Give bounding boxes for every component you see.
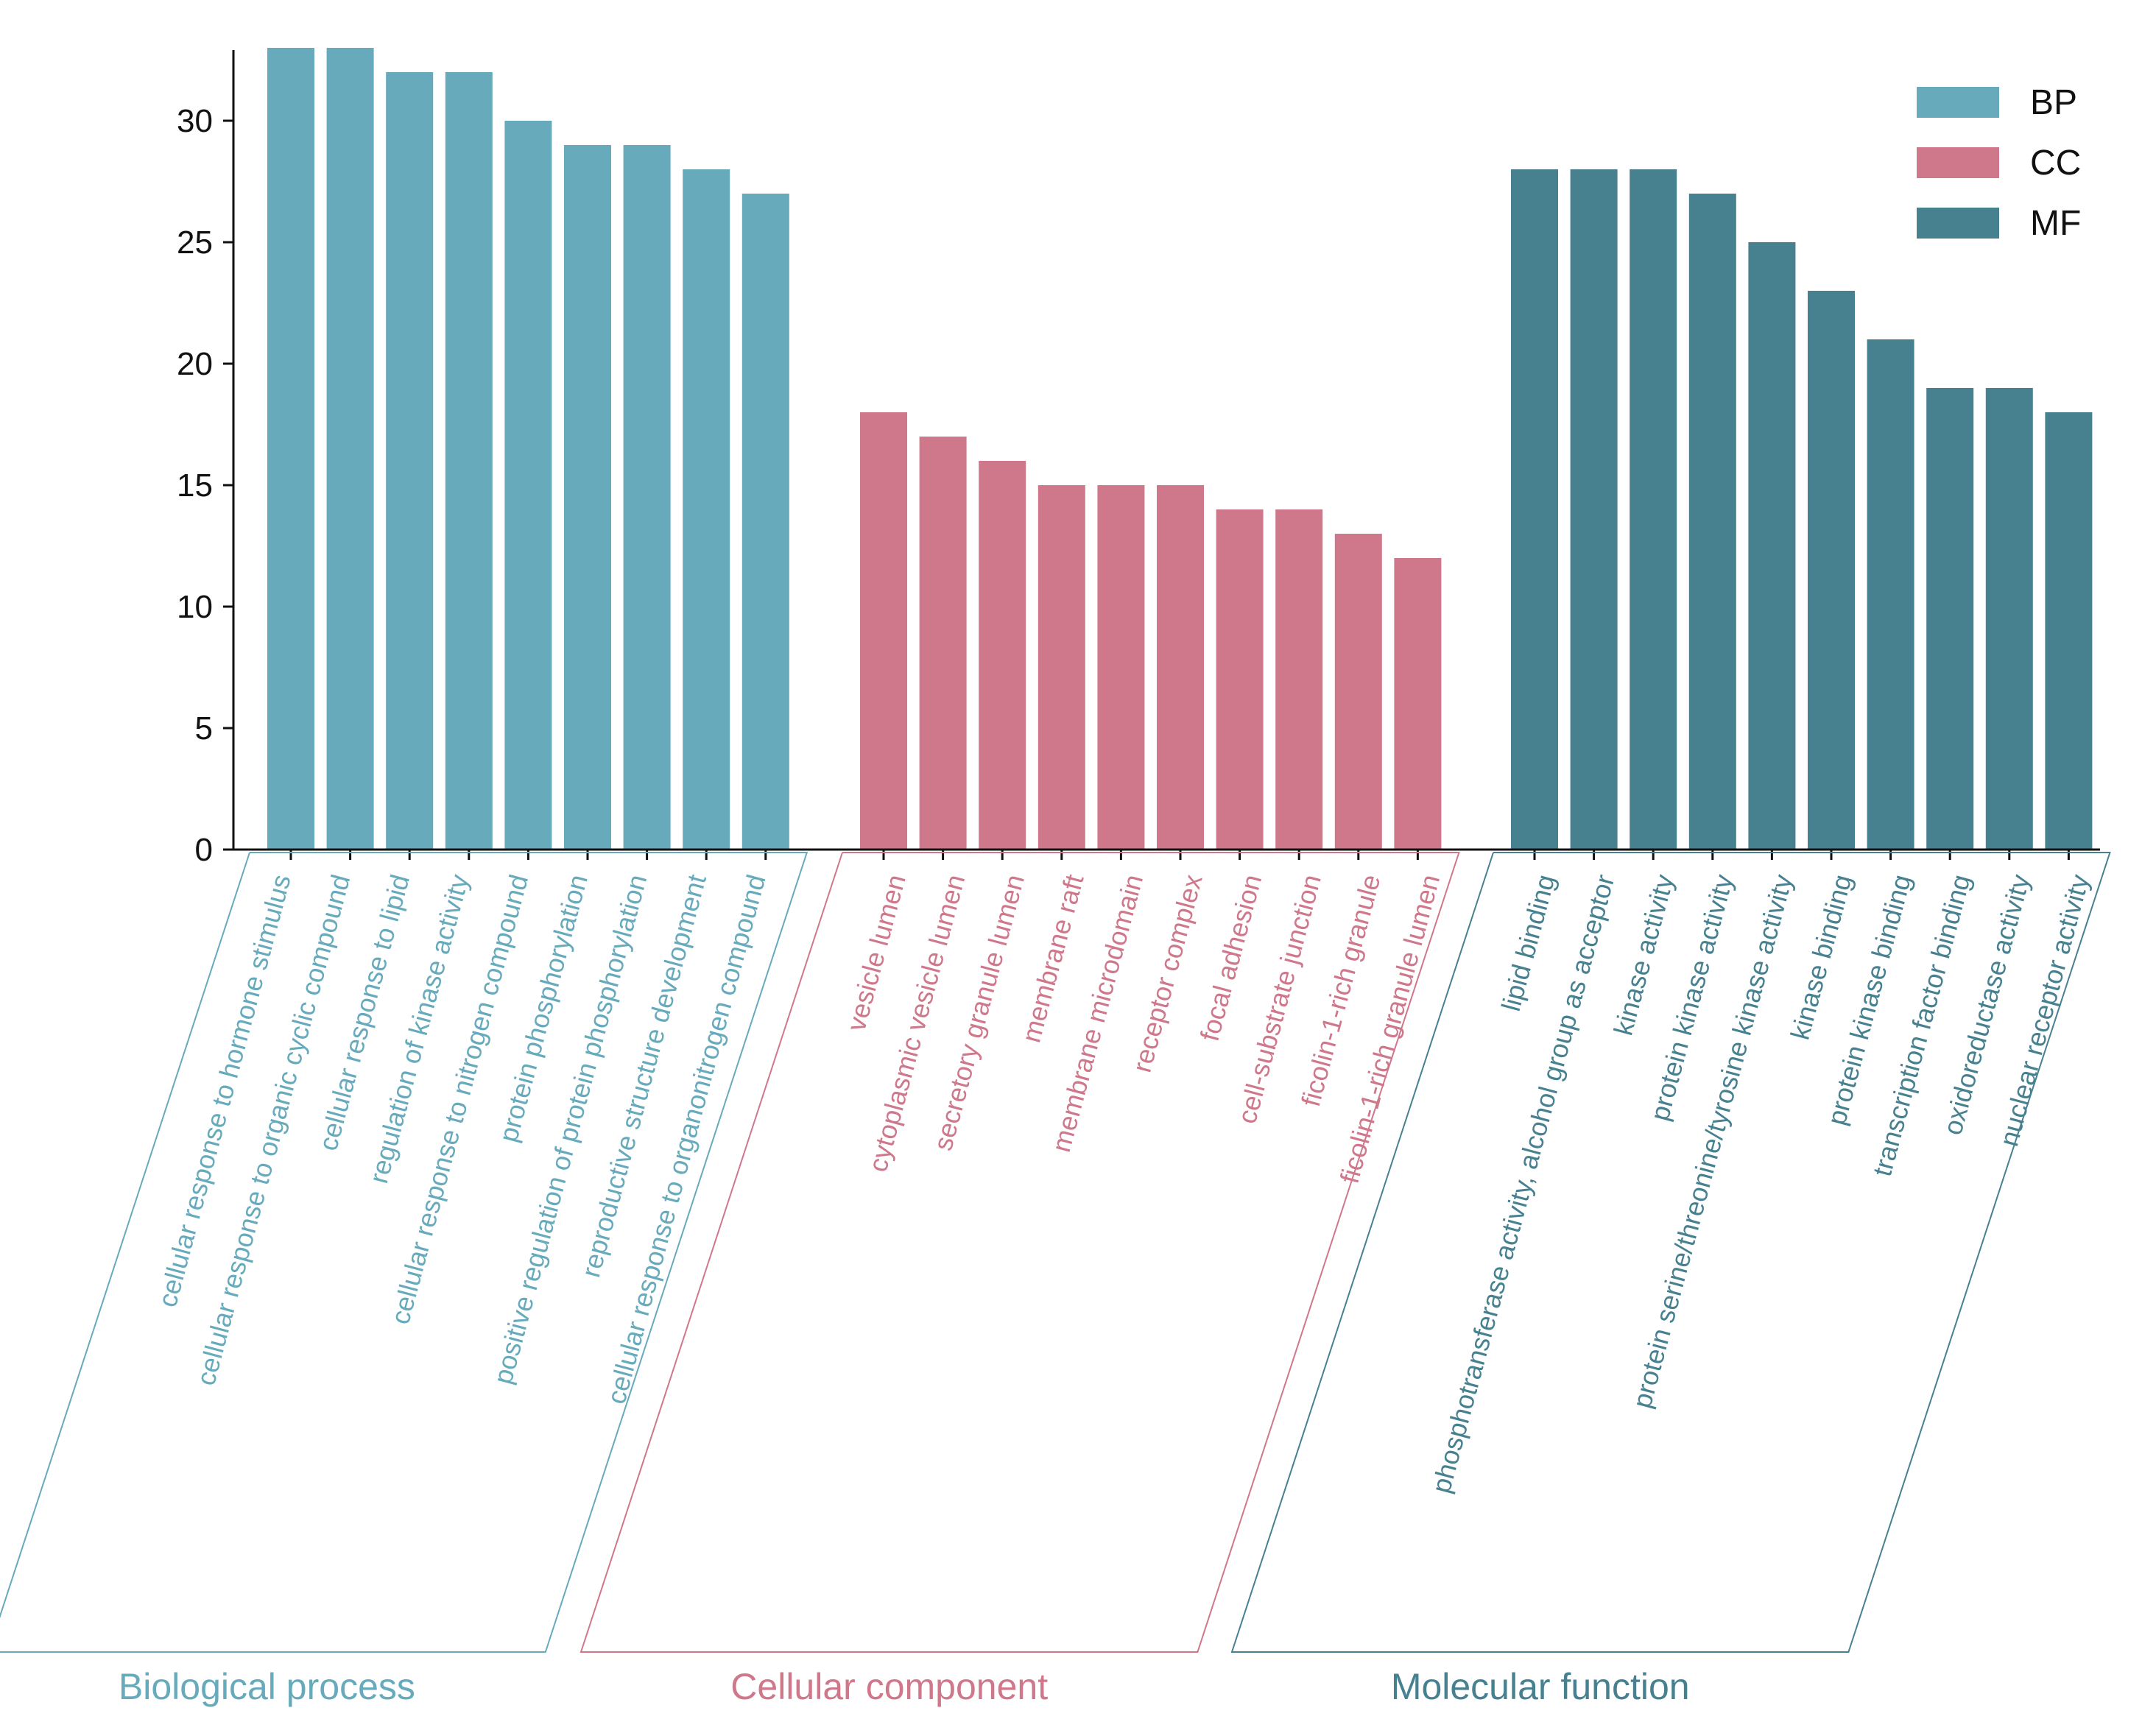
bar-bp xyxy=(741,194,789,850)
legend-label-bp: BP xyxy=(2030,83,2077,122)
bar-bp xyxy=(386,72,434,850)
bar-mf xyxy=(1926,388,1974,850)
bar-mf xyxy=(1511,169,1558,850)
bar-cc xyxy=(919,437,967,850)
bar-bp xyxy=(267,48,314,850)
category-label-mf: kinase binding xyxy=(1785,871,1858,1042)
category-label-mf: lipid binding xyxy=(1496,871,1561,1014)
legend-swatch-bp xyxy=(1917,87,1999,118)
group-frame-mf xyxy=(1230,852,2111,1653)
legend-swatch-cc xyxy=(1917,147,1999,178)
bar-cc xyxy=(1216,509,1264,850)
bar-mf xyxy=(1570,169,1618,850)
bar-cc xyxy=(1157,485,1204,850)
y-tick-label: 0 xyxy=(195,832,213,868)
bar-bp xyxy=(564,145,611,850)
bar-mf xyxy=(1985,388,2033,850)
legend-label-mf: MF xyxy=(2030,204,2081,243)
category-label-cc: focal adhesion xyxy=(1194,871,1268,1044)
bar-cc xyxy=(1394,558,1442,850)
bar-mf xyxy=(1630,169,1677,850)
bar-bp xyxy=(623,145,671,850)
axes: 0 5 10 15 20 25 30 xyxy=(177,50,2100,868)
bar-cc xyxy=(1334,534,1382,850)
bar-cc xyxy=(979,461,1026,850)
bar-bp xyxy=(326,48,374,850)
bars-layer xyxy=(267,48,2093,850)
category-label-cc: vesicle lumen xyxy=(841,871,912,1034)
y-tick-label: 30 xyxy=(177,103,213,139)
bar-cc xyxy=(1275,509,1323,850)
bar-mf xyxy=(1867,339,1914,850)
group-frames: Biological process Cellular component Mole… xyxy=(0,852,2111,1707)
bar-cc xyxy=(1038,485,1085,850)
category-label-mf: kinase activity xyxy=(1607,871,1680,1038)
legend-label-cc: CC xyxy=(2030,144,2081,183)
y-tick-label: 25 xyxy=(177,225,213,261)
legend-swatch-mf xyxy=(1917,208,1999,239)
bar-bp xyxy=(504,121,552,850)
y-tick-label: 15 xyxy=(177,467,213,504)
bar-bp xyxy=(683,169,730,850)
y-tick-label: 5 xyxy=(195,710,213,747)
group-title-mf: Molecular function xyxy=(1391,1666,1690,1707)
category-label-cc: membrane raft xyxy=(1015,871,1089,1045)
y-tick-label: 10 xyxy=(177,589,213,625)
bar-cc xyxy=(1097,485,1145,850)
legend: BP CC MF xyxy=(1917,83,2081,243)
bar-mf xyxy=(1808,291,1855,850)
group-frame-cc xyxy=(579,852,1460,1653)
group-title-cc: Cellular component xyxy=(730,1666,1048,1707)
bar-bp xyxy=(445,72,493,850)
bar-cc xyxy=(860,412,907,850)
bar-mf xyxy=(2045,412,2093,850)
group-frame-bp xyxy=(0,852,808,1653)
y-tick-label: 20 xyxy=(177,346,213,382)
category-labels: cellular response to hormone stimuluscel… xyxy=(152,871,2095,1496)
group-title-bp: Biological process xyxy=(119,1666,415,1707)
bar-mf xyxy=(1688,194,1736,850)
bar-mf xyxy=(1748,242,1796,850)
